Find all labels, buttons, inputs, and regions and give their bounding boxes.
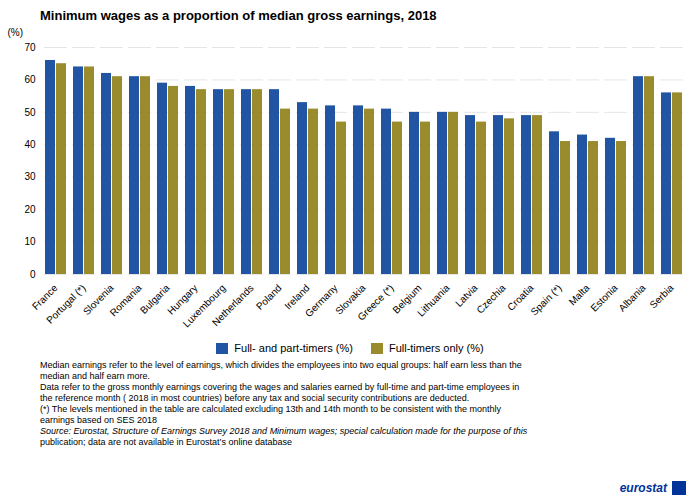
html-text:publication; data are not avai: publication; data are not available in E… bbox=[40, 437, 292, 447]
svg-text:40: 40 bbox=[24, 139, 36, 150]
html-text:earnings based on SES 2018: earnings based on SES 2018 bbox=[40, 415, 158, 425]
html-text:the reference month ( 2018 in: the reference month ( 2018 in most count… bbox=[40, 393, 470, 403]
svg-text:Romania: Romania bbox=[108, 282, 144, 318]
svg-text:0: 0 bbox=[30, 269, 36, 280]
svg-text:Bulgaria: Bulgaria bbox=[137, 282, 172, 316]
svg-text:Lithuania: Lithuania bbox=[415, 282, 452, 319]
svg-text:60: 60 bbox=[24, 74, 36, 85]
svg-text:30: 30 bbox=[24, 171, 36, 182]
svg-text:Hungary: Hungary bbox=[165, 282, 200, 317]
svg-text:Spain (*): Spain (*) bbox=[528, 282, 563, 317]
svg-text:Poland: Poland bbox=[254, 282, 284, 312]
svg-text:Ireland: Ireland bbox=[282, 282, 312, 312]
svg-text:Malta: Malta bbox=[567, 282, 592, 307]
html-text:Minimum wages as a proportion: Minimum wages as a proportion of median … bbox=[40, 8, 437, 23]
html-text:median and half earn more.: median and half earn more. bbox=[40, 371, 151, 381]
svg-text:Slovenia: Slovenia bbox=[80, 282, 116, 318]
html-text:Full- and part-timers (%): Full- and part-timers (%) bbox=[234, 342, 353, 354]
svg-text:Portugal (*): Portugal (*) bbox=[44, 282, 88, 326]
html-text:Full-timers only (%): Full-timers only (%) bbox=[388, 342, 484, 354]
svg-text:Belgium: Belgium bbox=[390, 282, 424, 316]
svg-text:Luxembourg: Luxembourg bbox=[180, 282, 228, 330]
svg-text:Germany: Germany bbox=[303, 282, 340, 319]
svg-text:20: 20 bbox=[24, 204, 36, 215]
svg-text:Latvia: Latvia bbox=[453, 282, 480, 309]
svg-text:Croatia: Croatia bbox=[505, 282, 536, 313]
svg-text:Estonia: Estonia bbox=[588, 282, 620, 314]
html-text:eurostat: eurostat bbox=[619, 481, 667, 495]
html-text:Data refer to the gross monthl: Data refer to the gross monthly earnings… bbox=[40, 382, 520, 392]
svg-text:Slovakia: Slovakia bbox=[333, 282, 368, 317]
svg-text:50: 50 bbox=[24, 107, 36, 118]
html-text:Median earnings refer to the l: Median earnings refer to the level of ea… bbox=[40, 360, 522, 370]
svg-text:10: 10 bbox=[24, 236, 36, 247]
html-text:(*) The levels mentioned in th: (*) The levels mentioned in the table ar… bbox=[40, 404, 502, 414]
svg-text:(%): (%) bbox=[8, 27, 24, 38]
svg-text:Greece (*): Greece (*) bbox=[355, 282, 395, 322]
svg-text:Czechia: Czechia bbox=[474, 282, 508, 316]
svg-text:70: 70 bbox=[24, 42, 36, 53]
svg-text:Netherlands: Netherlands bbox=[210, 282, 256, 328]
svg-text:Serbia: Serbia bbox=[647, 282, 676, 311]
svg-text:Albania: Albania bbox=[616, 282, 648, 314]
html-text:Source: Eurostat, Structure of: Source: Eurostat, Structure of Earnings … bbox=[40, 426, 528, 436]
svg-text:France: France bbox=[29, 282, 60, 312]
